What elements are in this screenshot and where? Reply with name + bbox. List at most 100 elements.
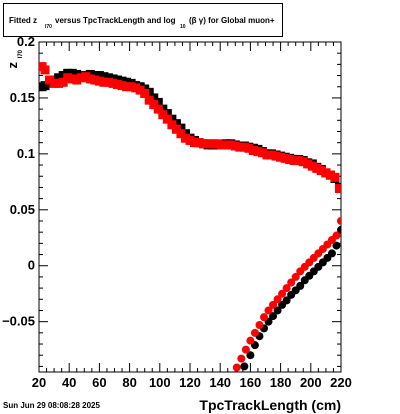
data-point-circle <box>269 300 278 309</box>
data-point-circle <box>332 231 341 240</box>
axis-labels: 20 40 60 80 100 120 140 160 180 200 220 −0.05 0 0.05 0… <box>2 34 352 413</box>
data-point-circle <box>237 354 246 363</box>
y-tick-label: 0.15 <box>10 90 35 105</box>
title-middle: versus TpcTrackLength and log <box>55 16 176 25</box>
data-point-square <box>162 114 172 124</box>
data-point-square <box>103 77 113 87</box>
data-point-square <box>239 142 249 152</box>
data-point-square <box>108 78 118 88</box>
data-point-square <box>334 184 341 194</box>
data-point-square <box>144 95 154 105</box>
y-tick-label: 0 <box>28 258 35 273</box>
data-point-square <box>54 73 64 83</box>
x-tick-label: 20 <box>32 375 46 390</box>
data-point-square <box>94 76 104 86</box>
x-tick-label: 180 <box>270 375 292 390</box>
data-point-circle <box>273 306 282 315</box>
data-point-circle <box>246 336 255 345</box>
data-point-circle <box>282 296 291 305</box>
x-tick-label: 220 <box>330 375 352 390</box>
data-point-square <box>54 78 64 88</box>
data-point-square <box>230 141 240 151</box>
data-point-circle <box>296 281 305 290</box>
title-prefix: Fitted z <box>9 16 37 25</box>
data-point-circle <box>282 284 291 293</box>
y-tick-label-top: 0.2 <box>17 34 35 49</box>
x-tick-label: 140 <box>209 375 231 390</box>
data-point-square <box>217 140 227 150</box>
data-point-square <box>40 81 50 91</box>
data-point-square <box>235 142 245 152</box>
data-point-square <box>262 150 272 160</box>
data-point-circle <box>232 363 241 372</box>
data-point-circle <box>291 272 300 281</box>
y-axis-label: z <box>5 62 20 69</box>
data-point-square <box>312 163 322 173</box>
data-point-circle <box>278 289 287 298</box>
y-tick-label: −0.05 <box>2 314 35 329</box>
data-point-square <box>67 68 77 78</box>
y-tick-label: 0.1 <box>17 146 35 161</box>
data-point-square <box>167 120 177 130</box>
data-point-square <box>72 69 82 79</box>
data-point-square <box>58 71 68 81</box>
data-point-square <box>58 77 68 87</box>
data-point-square <box>99 72 109 82</box>
x-tick-label: 100 <box>149 375 171 390</box>
data-point-square <box>303 159 313 169</box>
data-point-square <box>271 151 281 161</box>
x-axis-label: TpcTrackLength (cm) <box>199 397 341 413</box>
data-point-circle <box>332 241 341 250</box>
data-point-square <box>72 75 82 85</box>
x-tick-label: 160 <box>240 375 262 390</box>
x-tick-label: 40 <box>62 375 76 390</box>
y-tick-label: 0.05 <box>10 202 35 217</box>
data-point-square <box>176 129 186 139</box>
data-point-circle <box>337 216 341 225</box>
data-point-square <box>194 138 204 148</box>
data-point-square <box>113 80 123 90</box>
data-point-square <box>49 78 59 88</box>
data-point-square <box>294 156 304 166</box>
data-point-square <box>298 157 308 167</box>
title-suffix: (β γ) for Global muon+ <box>189 16 275 25</box>
data-point-square <box>158 110 168 120</box>
title-subscript-log: 10 <box>180 24 186 30</box>
timestamp-footer: Sun Jun 29 08:08:28 2025 <box>3 401 100 410</box>
data-point-square <box>203 139 213 149</box>
data-point-square <box>153 97 163 107</box>
plot-frame <box>38 41 342 373</box>
data-point-square <box>285 154 295 164</box>
x-tick-label: 60 <box>92 375 106 390</box>
data-point-square <box>85 74 95 84</box>
data-point-square <box>117 81 127 91</box>
data-point-circle <box>327 249 336 258</box>
data-point-circle <box>240 362 249 371</box>
x-tick-label: 200 <box>300 375 322 390</box>
data-point-square <box>135 85 145 95</box>
data-point-square <box>63 73 73 83</box>
data-point-square <box>40 65 50 75</box>
data-point-square <box>199 139 209 149</box>
data-point-square <box>167 114 177 124</box>
data-point-square <box>208 139 218 149</box>
data-point-square <box>126 82 136 92</box>
axes <box>38 41 342 373</box>
data-point-square <box>176 123 186 133</box>
data-point-square <box>171 119 181 129</box>
data-point-square <box>94 71 104 81</box>
data-point-square <box>149 93 159 103</box>
data-point-square <box>153 104 163 114</box>
data-point-circle <box>246 351 255 360</box>
data-point-square <box>267 150 277 160</box>
data-point-square <box>144 87 154 97</box>
data-point-square <box>248 146 258 156</box>
data-point-circle <box>259 313 268 322</box>
data-point-square <box>257 148 267 158</box>
data-point-square <box>131 83 141 93</box>
data-point-square <box>99 77 109 87</box>
data-point-square <box>45 75 55 85</box>
chart-title-box: Fitted z I70 versus TpcTrackLength and l… <box>3 3 283 37</box>
data-point-square <box>185 135 195 145</box>
